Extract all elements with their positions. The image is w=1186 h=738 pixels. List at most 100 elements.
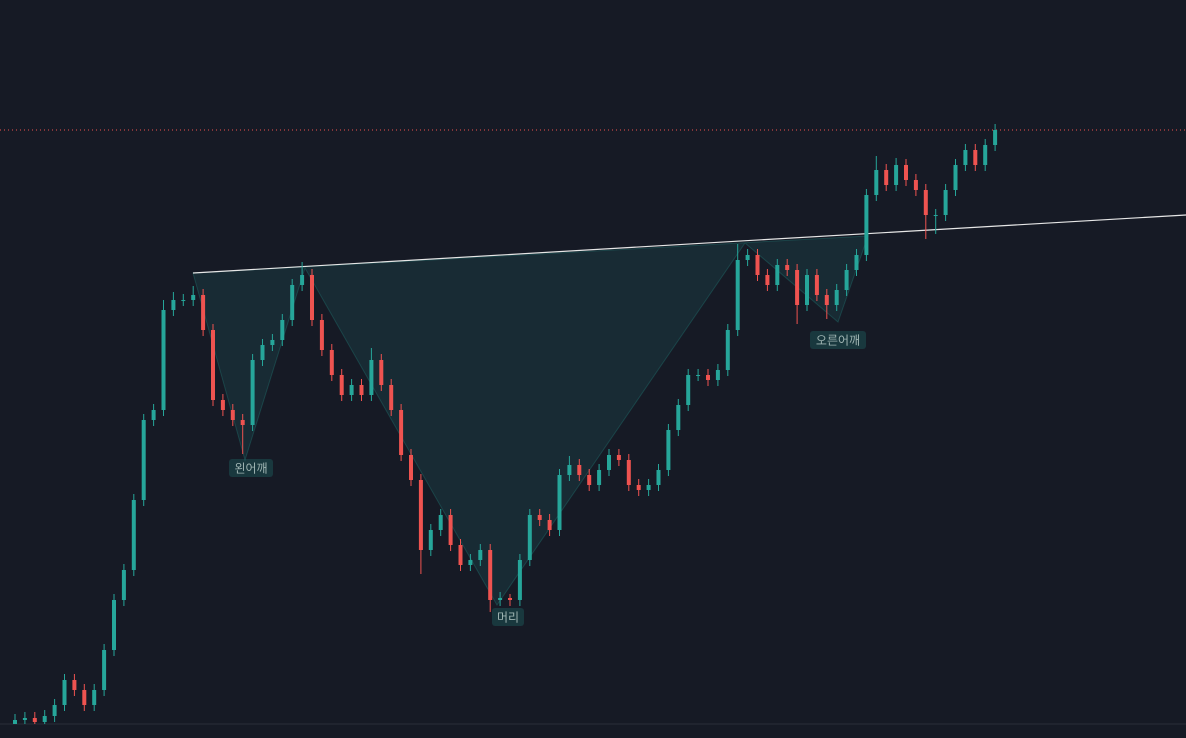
candle-body — [121, 570, 126, 600]
candle-body — [884, 170, 889, 185]
candle-body — [656, 470, 661, 485]
candle-body — [765, 275, 770, 285]
candle-body — [310, 275, 314, 320]
candle-body — [230, 410, 235, 420]
candle-body — [260, 345, 265, 360]
candle-body — [418, 480, 423, 550]
candle-body — [250, 360, 255, 425]
candle-body — [300, 275, 305, 285]
candle-body — [62, 680, 67, 705]
candle-body — [92, 690, 97, 705]
annotation-box — [810, 331, 866, 349]
candle-body — [785, 265, 790, 270]
candle-body — [913, 180, 918, 190]
candle-body — [725, 330, 730, 370]
candle-body — [844, 270, 849, 290]
candle-body — [290, 285, 295, 320]
candle-body — [616, 455, 621, 460]
candle-body — [696, 375, 701, 376]
candle-body — [141, 420, 146, 500]
candle-body — [319, 320, 324, 350]
candle-body — [834, 290, 839, 305]
candle-body — [220, 400, 225, 410]
candle-body — [587, 475, 592, 485]
neckline — [192, 214, 1186, 274]
candle-body — [626, 460, 631, 485]
candle-body — [735, 260, 740, 330]
candle-body — [775, 265, 780, 285]
candle-body — [953, 165, 958, 190]
candle-body — [181, 300, 186, 301]
candle-body — [527, 515, 532, 560]
candle-body — [577, 465, 582, 475]
candle-body — [715, 370, 720, 380]
candle-body — [517, 560, 522, 600]
candle-body — [666, 430, 671, 470]
candle-body — [963, 150, 968, 165]
candle-body — [112, 600, 116, 650]
candle-body — [567, 465, 572, 475]
candle-body — [379, 360, 384, 385]
candle-body — [894, 165, 899, 185]
candle-body — [339, 375, 344, 395]
candle-body — [171, 300, 176, 310]
candle-body — [349, 385, 354, 395]
candle-body — [329, 350, 334, 375]
candle-body — [211, 330, 215, 400]
candle-body — [824, 295, 829, 305]
candle-body — [488, 550, 493, 600]
candle-body — [201, 295, 206, 330]
candle-body — [428, 530, 433, 550]
annotation-label: 왼어깨 — [234, 462, 267, 476]
candle-body — [82, 690, 87, 705]
candle-body — [597, 470, 602, 485]
candle-body — [409, 455, 413, 480]
candle-body — [904, 165, 908, 180]
candle-body — [993, 130, 998, 145]
candle-body — [745, 255, 750, 260]
candle-body — [280, 320, 285, 340]
candle-body — [706, 375, 710, 380]
candle-body — [498, 598, 503, 600]
candle-body — [676, 405, 681, 430]
candle-body — [646, 485, 651, 490]
candle-body — [943, 190, 948, 215]
candle-body — [52, 705, 57, 716]
candle-body — [923, 190, 928, 215]
candle-body — [478, 550, 483, 560]
candle-body — [359, 385, 364, 395]
candle-body — [508, 598, 512, 600]
candle-body — [983, 145, 988, 165]
candle-body — [795, 270, 800, 305]
candle-body — [854, 255, 859, 270]
pattern-area — [192, 235, 869, 606]
candle-body — [161, 310, 166, 410]
candle-body — [102, 650, 107, 690]
candle-body — [973, 150, 978, 165]
candle-body — [438, 515, 443, 530]
annotation-label: 머리 — [497, 611, 519, 625]
candle-body — [686, 375, 691, 405]
candle-body — [874, 170, 879, 195]
candle-body — [72, 680, 77, 690]
candle-body — [22, 718, 27, 720]
candle-body — [805, 275, 809, 305]
candle-body — [636, 485, 641, 490]
annotation-box — [492, 608, 524, 626]
candle-body — [32, 718, 37, 722]
candle-body — [389, 385, 394, 410]
candle-body — [547, 520, 552, 530]
candle-body — [557, 475, 562, 530]
candle-body — [240, 420, 245, 425]
candle-body — [131, 500, 136, 570]
candle-body — [42, 716, 47, 722]
candle-body — [369, 360, 374, 395]
annotation-box — [229, 459, 273, 477]
candle-body — [755, 255, 760, 275]
candle-body — [933, 215, 938, 216]
candle-body — [814, 275, 819, 295]
candle-body — [537, 515, 542, 520]
